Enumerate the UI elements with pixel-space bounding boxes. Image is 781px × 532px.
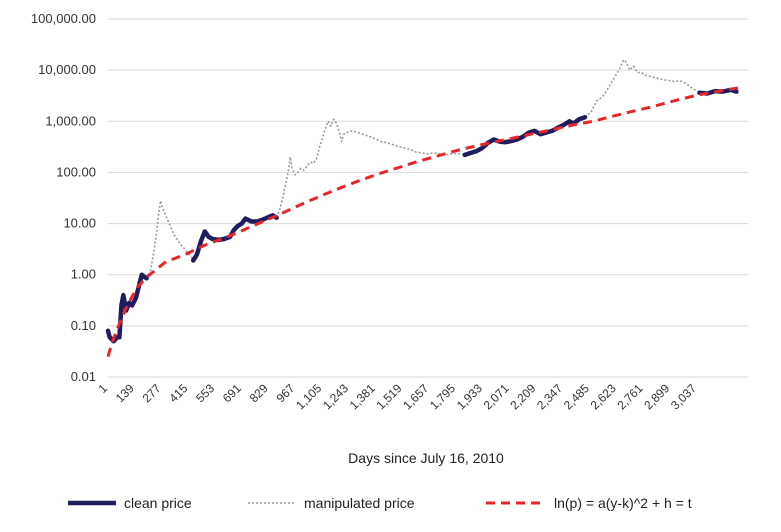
x-tick-label: 1,243: [320, 381, 351, 412]
x-tick-label: 2,899: [641, 381, 672, 412]
x-tick-label: 2,071: [481, 381, 512, 412]
series-clean-price: [105, 87, 739, 344]
legend-label: ln(p) = a(y-k)^2 + h = t: [554, 495, 692, 511]
series-line: [190, 213, 279, 263]
x-axis-title: Days since July 16, 2010: [348, 450, 504, 466]
y-tick-label: 0.10: [71, 318, 96, 333]
series-manipulated-price: [145, 58, 700, 279]
x-tick-label: 553: [193, 381, 217, 405]
x-tick-label: 1,381: [347, 381, 378, 412]
x-tick-label: 1,795: [427, 381, 458, 412]
series-line: [275, 118, 465, 218]
y-tick-label: 1,000.00: [45, 113, 96, 128]
series-line: [106, 86, 739, 358]
plot-area: [105, 58, 739, 358]
legend: clean price manipulated price ln(p) = a(y-…: [68, 495, 692, 511]
x-tick-label: 1: [95, 381, 110, 396]
x-tick-label: 2,209: [507, 381, 538, 412]
y-tick-label: 100,000.00: [31, 11, 96, 26]
y-tick-label: 100.00: [56, 164, 96, 179]
series-fit-curve: [106, 86, 739, 358]
y-tick-label: 0.01: [71, 369, 96, 384]
x-tick-label: 2,623: [588, 381, 619, 412]
x-tick-label: 2,347: [534, 381, 565, 412]
x-tick-label: 277: [140, 381, 164, 405]
legend-label: manipulated price: [304, 495, 415, 511]
x-tick-label: 1,105: [293, 381, 324, 412]
x-tick-label: 691: [220, 381, 244, 405]
x-axis: 1 139 277 415 553 691 829 9671,1051,2431,3811,5…: [95, 381, 699, 412]
x-tick-label: 1,519: [373, 381, 404, 412]
x-tick-label: 829: [247, 381, 271, 405]
x-tick-label: 3,037: [668, 381, 699, 412]
y-tick-label: 1.00: [71, 267, 96, 282]
x-tick-label: 415: [166, 381, 190, 405]
y-axis: 0.01 0.10 1.00 10.00 100.00 1,000.00 10,000.00…: [31, 11, 96, 384]
x-tick-label: 2,485: [561, 381, 592, 412]
gridlines: [108, 18, 748, 378]
x-tick-label: 2,761: [614, 381, 645, 412]
x-tick-label: 1,657: [400, 381, 431, 412]
x-tick-label: 1,933: [454, 381, 485, 412]
y-tick-label: 10.00: [63, 216, 96, 231]
series-line: [145, 199, 194, 279]
legend-label: clean price: [124, 495, 192, 511]
series-line: [584, 58, 700, 118]
x-tick-label: 139: [113, 381, 137, 405]
y-tick-label: 10,000.00: [38, 62, 96, 77]
